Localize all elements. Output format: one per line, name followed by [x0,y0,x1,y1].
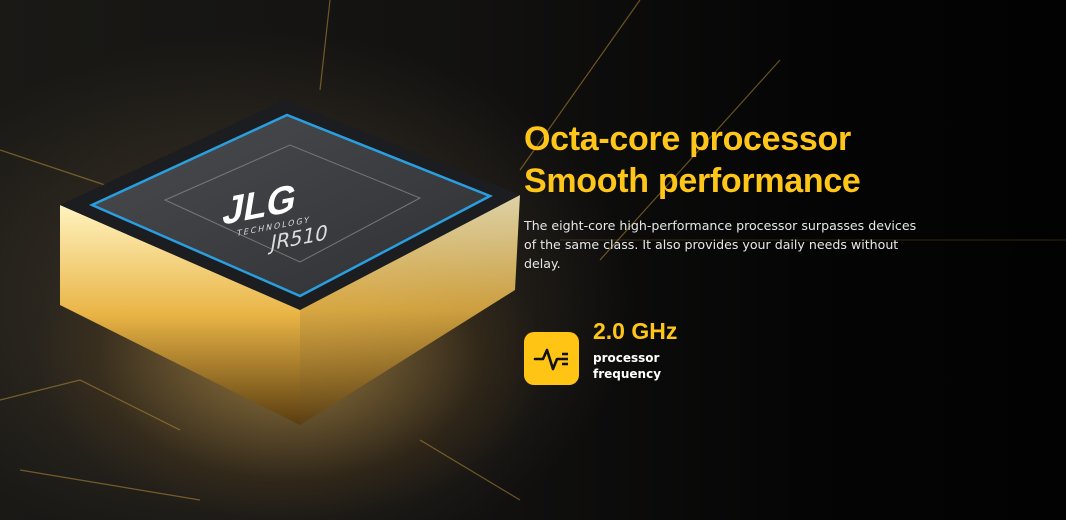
title-line-2: Smooth performance [524,162,861,200]
spec-label: processor frequency [593,350,713,382]
hero-description: The eight-core high-performance processo… [524,218,917,271]
spec-label-line-1: processor [593,351,660,365]
hero-copy: Octa-core processor Smooth performance T… [524,118,944,273]
spec-value: 2.0 GHz [593,318,678,344]
pulse-waveform-icon [524,332,579,385]
spec-label-line-2: frequency [593,367,662,381]
title-line-1: Octa-core processor [524,120,851,158]
hero-title: Octa-core processor Smooth performance [524,118,944,202]
